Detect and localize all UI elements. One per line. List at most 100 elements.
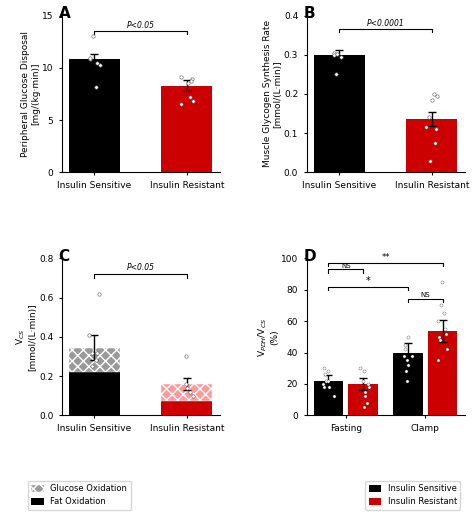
Legend: Glucose Oxidation, Fat Oxidation: Glucose Oxidation, Fat Oxidation bbox=[28, 481, 130, 510]
Bar bbox=[314, 381, 343, 415]
Point bbox=[92, 83, 100, 91]
Point bbox=[89, 348, 96, 357]
Point bbox=[188, 77, 195, 86]
Bar bbox=[162, 86, 212, 172]
Bar bbox=[406, 119, 457, 172]
Point bbox=[401, 345, 409, 353]
Point bbox=[182, 380, 190, 388]
Text: D: D bbox=[303, 249, 316, 264]
Point bbox=[319, 380, 327, 388]
Text: B: B bbox=[303, 6, 315, 21]
Point bbox=[320, 364, 328, 372]
Text: P<0.0001: P<0.0001 bbox=[367, 19, 404, 28]
Point bbox=[189, 391, 197, 400]
Point bbox=[85, 331, 93, 339]
Point bbox=[434, 317, 442, 325]
Point bbox=[330, 49, 338, 57]
Point bbox=[401, 340, 409, 349]
Point bbox=[404, 377, 411, 385]
Point bbox=[321, 370, 328, 378]
Point bbox=[322, 377, 330, 385]
Point bbox=[94, 348, 101, 357]
Point bbox=[361, 367, 368, 375]
Point bbox=[93, 59, 101, 67]
Point bbox=[183, 384, 191, 392]
Bar bbox=[428, 331, 457, 415]
Legend: Insulin Sensitive, Insulin Resistant: Insulin Sensitive, Insulin Resistant bbox=[365, 481, 460, 510]
Point bbox=[96, 61, 104, 69]
Point bbox=[404, 333, 411, 341]
Bar bbox=[162, 401, 212, 415]
Point bbox=[441, 325, 449, 333]
Text: NS: NS bbox=[420, 292, 430, 298]
Point bbox=[324, 377, 332, 385]
Point bbox=[361, 388, 369, 396]
Point bbox=[182, 352, 190, 361]
Text: NS: NS bbox=[341, 263, 351, 269]
Point bbox=[95, 290, 102, 298]
Point bbox=[436, 336, 444, 344]
Point bbox=[92, 356, 100, 364]
Text: *: * bbox=[366, 276, 371, 286]
Y-axis label: V$_{CS}$
[mmol/(L·min)]: V$_{CS}$ [mmol/(L·min)] bbox=[15, 303, 37, 371]
Point bbox=[431, 139, 438, 147]
Bar bbox=[314, 54, 365, 172]
Point bbox=[189, 97, 197, 105]
Point bbox=[89, 32, 96, 40]
Point bbox=[434, 356, 441, 364]
Point bbox=[425, 113, 432, 121]
Point bbox=[404, 361, 412, 369]
Point bbox=[332, 70, 339, 78]
Bar bbox=[69, 348, 120, 372]
Bar bbox=[69, 60, 120, 172]
Bar bbox=[393, 352, 423, 415]
Point bbox=[177, 73, 185, 81]
Point bbox=[432, 125, 439, 133]
Point bbox=[359, 377, 366, 385]
Point bbox=[331, 50, 338, 59]
Point bbox=[365, 380, 372, 388]
Point bbox=[427, 156, 434, 165]
Bar bbox=[348, 384, 378, 415]
Point bbox=[438, 302, 445, 310]
Point bbox=[361, 403, 368, 412]
Point bbox=[320, 383, 328, 391]
Point bbox=[408, 351, 416, 360]
Point bbox=[444, 345, 451, 353]
Point bbox=[440, 309, 447, 318]
Point bbox=[184, 79, 192, 88]
Point bbox=[443, 330, 450, 338]
Point bbox=[433, 92, 440, 100]
Point bbox=[365, 383, 373, 391]
Text: A: A bbox=[58, 6, 70, 21]
Text: **: ** bbox=[381, 253, 390, 263]
Text: P<0.05: P<0.05 bbox=[127, 263, 155, 272]
Point bbox=[356, 364, 364, 372]
Point bbox=[438, 278, 446, 286]
Point bbox=[330, 392, 338, 401]
Point bbox=[361, 392, 368, 401]
Point bbox=[188, 75, 195, 84]
Y-axis label: V$_{PDH}$/V$_{CS}$
(%): V$_{PDH}$/V$_{CS}$ (%) bbox=[256, 317, 280, 357]
Point bbox=[324, 367, 332, 375]
Y-axis label: Muscle Glycogen Synthesis Rate
[mmol/(L·min)]: Muscle Glycogen Synthesis Rate [mmol/(L·… bbox=[263, 20, 283, 168]
Point bbox=[402, 367, 410, 375]
Point bbox=[422, 123, 429, 131]
Point bbox=[430, 90, 438, 98]
Point bbox=[89, 362, 96, 371]
Point bbox=[436, 333, 443, 341]
Bar bbox=[69, 372, 120, 415]
Y-axis label: Peripheral Glucose Disposal
[mg/(kg·min)]: Peripheral Glucose Disposal [mg/(kg·min)… bbox=[21, 31, 40, 157]
Bar bbox=[162, 384, 212, 401]
Point bbox=[186, 388, 193, 396]
Point bbox=[337, 52, 345, 61]
Text: P<0.05: P<0.05 bbox=[127, 21, 155, 30]
Point bbox=[400, 351, 408, 360]
Point bbox=[177, 100, 184, 108]
Point bbox=[403, 356, 410, 364]
Point bbox=[86, 54, 93, 63]
Point bbox=[86, 56, 94, 64]
Point bbox=[325, 383, 333, 391]
Point bbox=[186, 93, 193, 101]
Point bbox=[363, 399, 371, 407]
